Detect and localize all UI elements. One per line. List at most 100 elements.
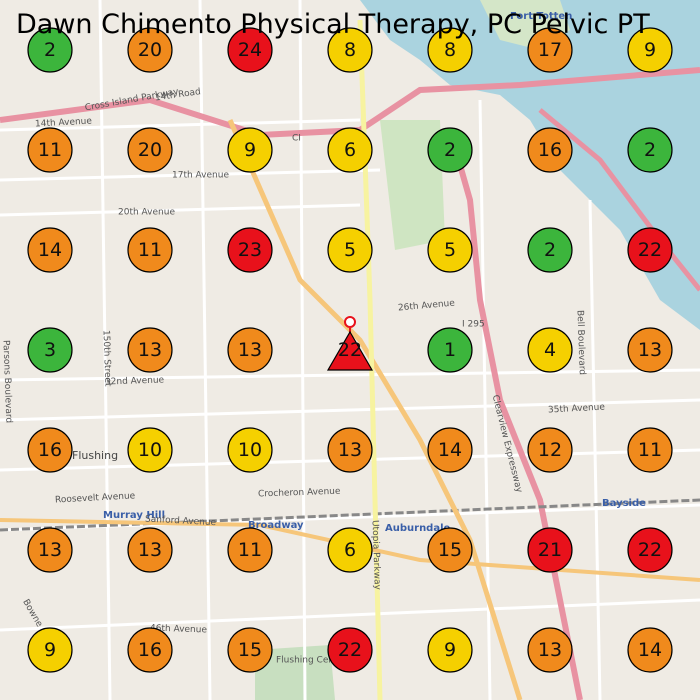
map-label: Crocheron Avenue: [258, 487, 341, 500]
rank-circle: [627, 427, 673, 473]
rank-circle: [427, 527, 473, 573]
rank-marker: 3: [27, 327, 73, 373]
rank-circle: [227, 427, 273, 473]
rank-label: 2: [644, 139, 656, 161]
rank-label: 22: [338, 639, 362, 661]
rank-label: 13: [38, 539, 62, 561]
rank-marker: 22: [627, 527, 673, 573]
rank-label: 11: [638, 439, 662, 461]
rank-label: 5: [344, 239, 356, 261]
rank-marker: 1: [427, 327, 473, 373]
rank-marker: 10: [227, 427, 273, 473]
rank-circle: [327, 427, 373, 473]
rank-circle: [527, 527, 573, 573]
rank-label: 15: [238, 639, 262, 661]
rank-marker: 21: [527, 527, 573, 573]
rank-circle: [227, 27, 273, 73]
rank-label: 11: [38, 139, 62, 161]
rank-label: 10: [238, 439, 262, 461]
rank-marker: 11: [627, 427, 673, 473]
map-label: 32nd Avenue: [105, 375, 165, 387]
rank-label: 9: [244, 139, 256, 161]
rank-circle: [527, 327, 573, 373]
rank-marker: 16: [127, 627, 173, 673]
rank-circle: [127, 327, 173, 373]
map-label: Sanford Avenue: [145, 515, 217, 529]
rank-label: 16: [138, 639, 162, 661]
rank-marker: 16: [27, 427, 73, 473]
rank-marker: 11: [127, 227, 173, 273]
rank-circle: [227, 527, 273, 573]
rank-marker: 11: [27, 127, 73, 173]
rank-marker: 5: [327, 227, 373, 273]
map-label: 14th Avenue: [35, 116, 93, 129]
rank-circle: [127, 427, 173, 473]
rank-circle: [627, 227, 673, 273]
rank-marker: 23: [227, 227, 273, 273]
rank-circle: [527, 127, 573, 173]
rank-label: 13: [538, 639, 562, 661]
rank-circle: [527, 627, 573, 673]
rank-marker: 14: [27, 227, 73, 273]
rank-circle: [427, 27, 473, 73]
rank-circle: [127, 227, 173, 273]
rank-marker: 20: [127, 27, 173, 73]
rank-circle: [627, 27, 673, 73]
rank-marker: 13: [127, 527, 173, 573]
rank-label: 16: [38, 439, 62, 461]
rank-circle: [127, 527, 173, 573]
rank-circle: [227, 627, 273, 673]
rank-label: 9: [44, 639, 56, 661]
rank-marker: 13: [627, 327, 673, 373]
rank-label: 11: [238, 539, 262, 561]
map-label: 20th Avenue: [118, 208, 175, 218]
rank-circle: [627, 527, 673, 573]
rank-label: 13: [138, 539, 162, 561]
rank-label: 21: [538, 539, 562, 561]
rank-label: 14: [438, 439, 462, 461]
rank-circle: [27, 227, 73, 273]
rank-marker: 4: [527, 327, 573, 373]
map-label: Broadway: [248, 520, 304, 531]
rank-marker: 15: [227, 627, 273, 673]
rank-label: 14: [38, 239, 62, 261]
map-label: Auburndale: [385, 523, 451, 534]
rank-circle: [327, 127, 373, 173]
rank-label: 2: [444, 139, 456, 161]
rank-circle: [27, 627, 73, 673]
rank-marker: 6: [327, 527, 373, 573]
rank-marker: 2: [427, 127, 473, 173]
rank-marker: 12: [527, 427, 573, 473]
rank-marker: 2: [627, 127, 673, 173]
rank-circle: [127, 127, 173, 173]
rank-circle: [127, 627, 173, 673]
rank-circle: [427, 127, 473, 173]
rank-label: 8: [444, 39, 456, 61]
rank-marker: 20: [127, 127, 173, 173]
rank-label: 2: [544, 239, 556, 261]
map-label: Roosevelt Avenue: [55, 491, 136, 505]
rank-label: 12: [538, 439, 562, 461]
rank-label: 20: [138, 139, 162, 161]
rank-marker: 9: [427, 627, 473, 673]
map-label: I 295: [462, 320, 485, 330]
rank-label: 3: [44, 339, 56, 361]
rank-circle: [427, 627, 473, 673]
rank-triangle: [326, 330, 374, 371]
map-label: 35th Avenue: [548, 402, 606, 415]
rank-marker: 17: [527, 27, 573, 73]
rank-marker: 8: [327, 27, 373, 73]
map-label: 150th Street: [101, 330, 113, 387]
rank-label: 9: [644, 39, 656, 61]
rank-circle: [427, 427, 473, 473]
rank-label: 10: [138, 439, 162, 461]
rank-circle: [327, 227, 373, 273]
rank-label: 11: [138, 239, 162, 261]
rank-marker: 10: [127, 427, 173, 473]
rank-label: 1: [444, 339, 456, 361]
map-label: 26th Avenue: [398, 299, 456, 314]
rank-circle: [227, 127, 273, 173]
map-label: Flushing Cemetery: [276, 656, 361, 666]
rank-circle: [327, 627, 373, 673]
